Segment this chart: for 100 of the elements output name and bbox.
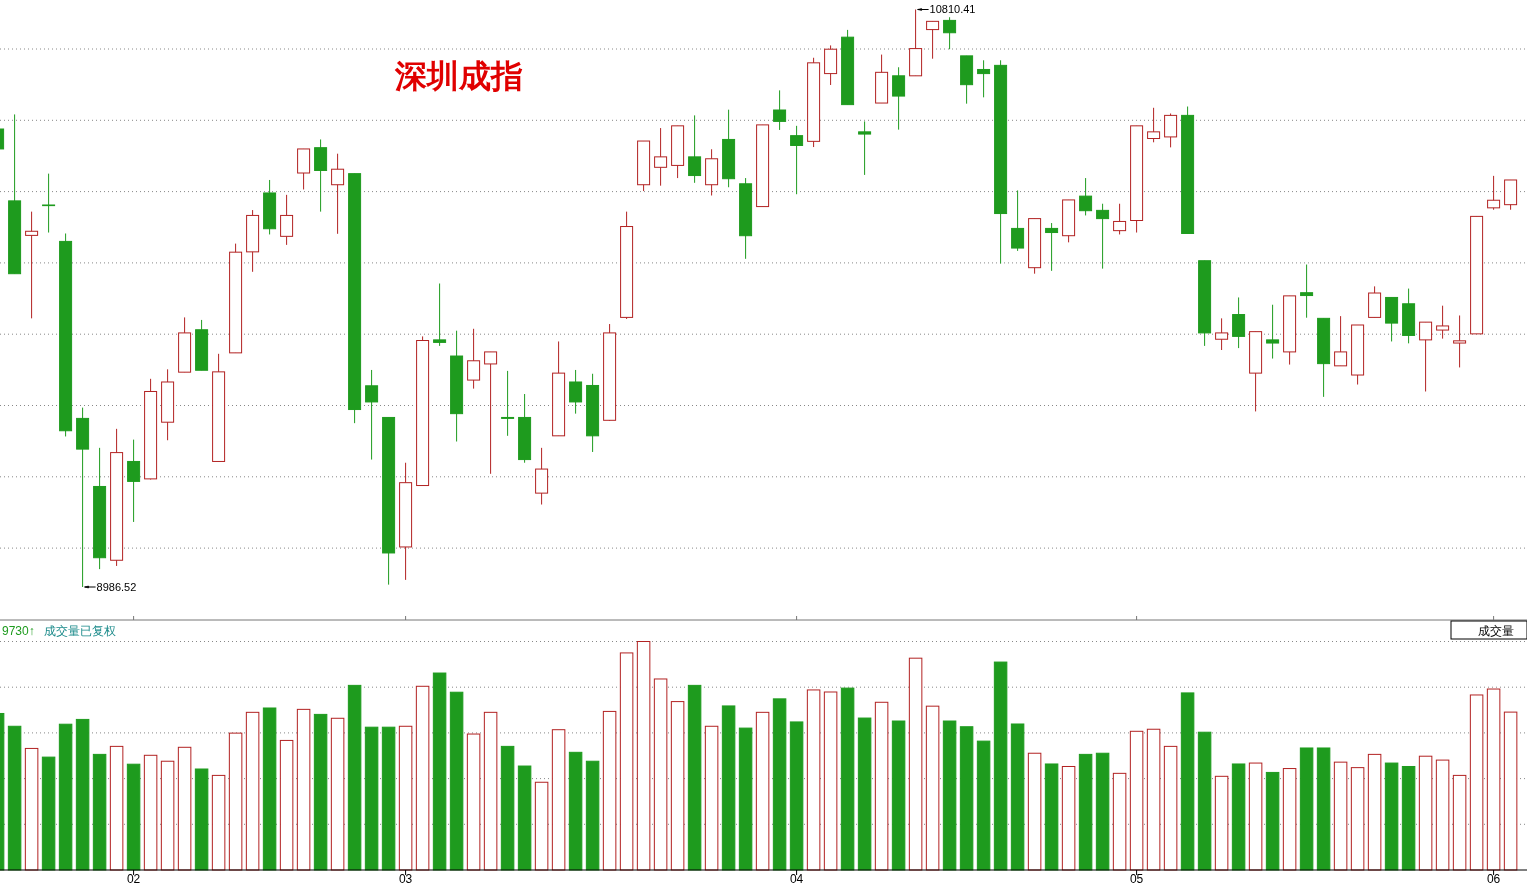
candlestick — [501, 370, 515, 437]
bar — [483, 711, 498, 871]
bar — [738, 727, 753, 871]
candlestick — [773, 89, 787, 131]
bar — [279, 739, 294, 871]
bar — [1452, 774, 1467, 871]
candlestick — [331, 153, 345, 235]
candlestick — [858, 120, 872, 176]
candlestick — [1419, 321, 1433, 392]
bar — [1095, 752, 1110, 871]
candlestick — [688, 114, 702, 184]
candlestick — [1436, 305, 1450, 340]
bar — [942, 720, 957, 871]
bar — [313, 713, 328, 871]
bar — [347, 684, 362, 871]
bar — [1044, 763, 1059, 871]
candlestick — [314, 138, 328, 213]
bar — [959, 726, 974, 871]
bar — [1401, 765, 1416, 871]
bar — [160, 760, 175, 871]
bar — [398, 725, 413, 871]
candlestick — [569, 369, 583, 415]
bar — [687, 684, 702, 871]
candlestick — [1011, 189, 1025, 252]
bar — [551, 729, 566, 871]
candlestick — [1113, 203, 1127, 235]
bar — [24, 747, 39, 871]
text: 9730↑ — [2, 624, 35, 638]
candlestick — [654, 127, 668, 187]
candlestick — [42, 173, 56, 234]
bar — [381, 726, 396, 871]
bar — [1265, 771, 1280, 871]
candlestick — [1232, 296, 1246, 349]
bar — [1146, 728, 1161, 871]
annotation: 10810.41 — [929, 3, 976, 15]
candlestick — [790, 125, 804, 195]
bar — [211, 774, 226, 871]
candlestick — [1453, 315, 1467, 368]
candlestick — [433, 283, 447, 347]
bar — [874, 701, 889, 871]
bar — [908, 657, 923, 871]
bar — [1129, 730, 1144, 871]
bar — [1299, 747, 1314, 871]
bar — [296, 708, 311, 871]
bar — [534, 781, 549, 871]
bar — [857, 717, 872, 871]
bar — [1231, 763, 1246, 871]
bar — [517, 765, 532, 871]
bar — [1163, 745, 1178, 871]
bar — [1503, 711, 1518, 871]
bar — [143, 754, 158, 871]
bar — [1248, 762, 1263, 871]
bar — [109, 745, 124, 871]
bar — [993, 661, 1008, 871]
text: 成交量 — [1478, 624, 1514, 638]
bar — [925, 705, 940, 871]
bar — [789, 721, 804, 871]
bar — [126, 763, 141, 871]
bar — [449, 691, 464, 871]
bar — [976, 740, 991, 871]
bar — [228, 732, 243, 871]
bar — [721, 705, 736, 871]
candlestick — [1045, 222, 1059, 272]
bar — [432, 672, 447, 871]
x-tick-label: 02 — [126, 872, 141, 884]
bar — [806, 689, 821, 871]
bar — [75, 718, 90, 871]
candlestick — [1300, 264, 1314, 319]
bar — [619, 652, 634, 871]
bar — [194, 768, 209, 871]
bar — [1469, 694, 1484, 871]
bar — [92, 753, 107, 871]
bar — [1418, 755, 1433, 871]
bar — [1197, 731, 1212, 871]
candlestick — [977, 59, 991, 98]
x-tick-label: 04 — [789, 872, 804, 884]
bar — [653, 678, 668, 871]
candlestick — [365, 369, 379, 461]
candlestick — [25, 211, 39, 319]
candlestick — [1266, 304, 1280, 360]
text: 深圳成指 — [394, 57, 523, 95]
candlestick — [280, 194, 294, 246]
bar — [364, 726, 379, 871]
bar — [1367, 753, 1382, 871]
bar — [585, 760, 600, 871]
bar — [602, 710, 617, 871]
bar — [1350, 767, 1365, 871]
bar — [1027, 752, 1042, 871]
bar — [670, 701, 685, 871]
bar — [1078, 753, 1093, 871]
candlestick — [127, 439, 141, 523]
candlestick — [1487, 175, 1501, 211]
bar — [245, 711, 260, 871]
bar — [823, 691, 838, 871]
bar — [466, 733, 481, 871]
text: 成交量已复权 — [44, 624, 116, 638]
bar — [636, 641, 651, 871]
bar — [1282, 768, 1297, 871]
bar — [177, 746, 192, 871]
x-tick-label: 06 — [1486, 872, 1501, 884]
